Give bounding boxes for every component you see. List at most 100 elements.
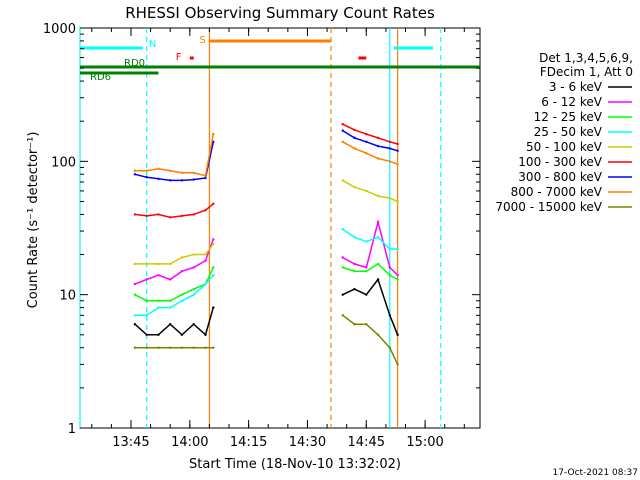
data-point xyxy=(376,262,380,266)
data-point xyxy=(365,132,368,136)
data-point xyxy=(365,189,368,193)
data-point xyxy=(168,346,172,349)
footer-timestamp: 17-Oct-2021 08:37 xyxy=(553,468,638,478)
data-point xyxy=(388,314,392,317)
data-point xyxy=(376,136,380,140)
series-line xyxy=(134,141,215,182)
data-point xyxy=(157,333,160,337)
data-point xyxy=(145,333,148,337)
data-point xyxy=(192,323,195,326)
data-point xyxy=(353,128,356,132)
data-point xyxy=(341,179,344,182)
data-point xyxy=(212,273,215,277)
data-point xyxy=(133,169,137,172)
data-point xyxy=(168,262,172,266)
data-point xyxy=(157,306,160,309)
legend-label: 100 - 300 keV xyxy=(518,155,602,169)
data-point xyxy=(157,262,160,266)
series-line xyxy=(134,274,214,317)
data-point xyxy=(192,171,195,175)
data-point xyxy=(396,149,399,152)
data-point xyxy=(133,213,137,216)
data-point xyxy=(157,213,160,216)
legend-label: 6 - 12 keV xyxy=(541,95,603,109)
data-point xyxy=(145,176,148,179)
data-point xyxy=(388,266,392,269)
data-point xyxy=(145,169,148,172)
data-point xyxy=(341,266,344,269)
legend-label: 3 - 6 keV xyxy=(549,80,603,94)
series-line xyxy=(134,243,214,265)
data-point xyxy=(212,346,215,349)
data-point xyxy=(180,179,184,182)
data-point xyxy=(376,220,380,224)
legend-label: 800 - 7000 keV xyxy=(511,185,603,199)
data-point xyxy=(204,346,207,349)
data-point xyxy=(157,177,160,180)
data-point xyxy=(168,278,172,281)
data-point xyxy=(192,253,195,256)
data-point xyxy=(365,293,368,296)
data-point xyxy=(180,333,184,337)
state-bar-label-rd6: RD6 xyxy=(90,72,111,83)
data-point xyxy=(192,266,195,269)
data-point xyxy=(341,256,344,259)
data-point xyxy=(365,240,368,243)
state-bar-label-s: S xyxy=(199,35,205,46)
data-point xyxy=(396,273,399,277)
data-point xyxy=(341,293,344,296)
x-tick-label: 14:30 xyxy=(289,435,326,450)
data-point xyxy=(341,227,344,231)
data-point xyxy=(204,282,207,286)
data-point xyxy=(168,216,172,219)
data-point xyxy=(353,287,356,291)
data-point xyxy=(157,299,160,302)
data-point xyxy=(212,202,215,206)
y-tick-label: 10 xyxy=(59,289,76,304)
series-line xyxy=(342,228,398,250)
data-point xyxy=(353,185,356,189)
data-point xyxy=(133,323,137,326)
data-point xyxy=(396,247,399,251)
data-point xyxy=(204,209,207,212)
series-line xyxy=(342,179,398,203)
data-point xyxy=(192,178,195,181)
data-point xyxy=(168,169,172,172)
data-point xyxy=(145,299,148,302)
data-point xyxy=(353,269,356,273)
data-point xyxy=(192,287,195,291)
data-point xyxy=(388,247,392,251)
y-tick-label: 1000 xyxy=(43,22,76,37)
data-point xyxy=(133,314,137,317)
data-point xyxy=(396,200,399,203)
series-layer xyxy=(133,122,399,366)
x-tick-label: 14:00 xyxy=(171,435,208,450)
series-line xyxy=(342,123,398,145)
data-point xyxy=(353,262,356,266)
data-point xyxy=(145,262,148,266)
data-point xyxy=(353,323,356,326)
data-point xyxy=(133,173,137,176)
data-point xyxy=(388,160,392,163)
attenuator-bars: N S F RD0 RD6 xyxy=(80,35,480,83)
data-point xyxy=(388,196,392,200)
data-point xyxy=(180,269,184,273)
data-point xyxy=(365,266,368,269)
state-bar-label-rd0: RD0 xyxy=(124,58,145,69)
data-point xyxy=(365,323,368,326)
data-point xyxy=(168,306,172,309)
data-point xyxy=(341,314,344,317)
data-point xyxy=(180,299,184,302)
data-point xyxy=(353,147,356,150)
data-point xyxy=(376,333,380,337)
data-point xyxy=(388,273,392,277)
data-point xyxy=(341,129,344,132)
data-point xyxy=(192,346,195,349)
x-tick-label: 14:45 xyxy=(348,435,385,450)
legend-label: 12 - 25 keV xyxy=(534,110,603,124)
data-point xyxy=(145,314,148,317)
series-line xyxy=(342,129,398,152)
data-point xyxy=(204,253,207,256)
chart-title: RHESSI Observing Summary Count Rates xyxy=(125,4,435,22)
